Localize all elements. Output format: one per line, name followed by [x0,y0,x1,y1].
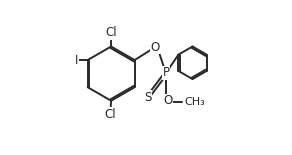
Text: P: P [163,66,170,79]
Text: CH₃: CH₃ [185,97,205,106]
Text: O: O [151,41,160,54]
Text: O: O [163,94,172,107]
Text: Cl: Cl [105,108,116,121]
Text: Cl: Cl [105,26,117,39]
Text: I: I [75,54,78,66]
Text: S: S [144,91,151,104]
